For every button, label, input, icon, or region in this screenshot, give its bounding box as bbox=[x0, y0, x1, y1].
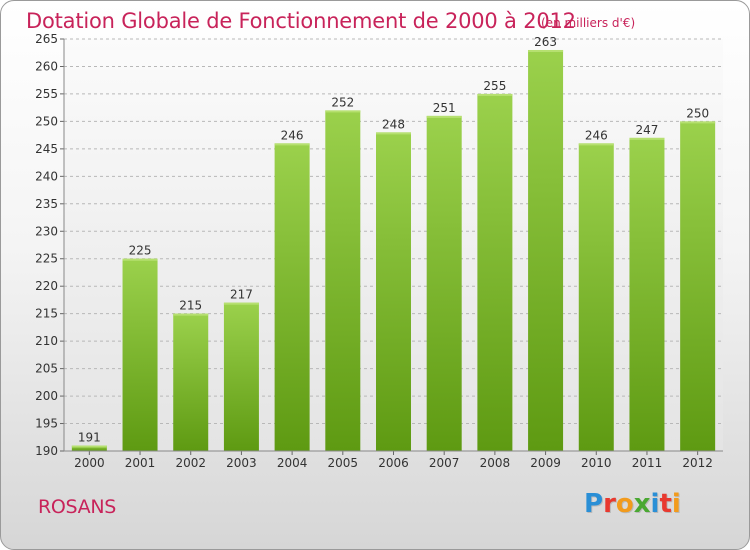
commune-name: ROSANS bbox=[38, 496, 117, 518]
value-label-2007: 251 bbox=[433, 101, 456, 115]
value-label-2009: 263 bbox=[534, 35, 557, 49]
y-tick-label: 200 bbox=[35, 389, 58, 403]
bar-2001 bbox=[122, 258, 158, 451]
y-tick-label: 235 bbox=[35, 197, 58, 211]
x-axis: 2000 2001 2002 2003 2004 2005 2006 2007 2008 2009… bbox=[64, 450, 723, 470]
y-tick-label: 220 bbox=[35, 279, 58, 293]
logo-letter: P bbox=[584, 489, 604, 519]
y-tick-label: 245 bbox=[35, 142, 58, 156]
bars bbox=[71, 49, 716, 452]
bar-2000 bbox=[71, 445, 107, 451]
value-label-2008: 255 bbox=[483, 79, 506, 93]
proxiti-logo[interactable]: Proxiti bbox=[584, 489, 681, 519]
value-label-2003: 217 bbox=[230, 288, 253, 302]
bar-2010 bbox=[578, 143, 614, 451]
x-tick-label-2001: 2001 bbox=[125, 456, 156, 470]
y-tick-label: 225 bbox=[35, 252, 58, 266]
bar-top-highlight bbox=[578, 143, 614, 146]
value-label-2005: 252 bbox=[331, 95, 354, 109]
bar-top-highlight bbox=[426, 115, 462, 118]
value-label-2001: 225 bbox=[129, 244, 152, 258]
x-tick-label-2007: 2007 bbox=[429, 456, 460, 470]
x-tick-label-2002: 2002 bbox=[175, 456, 206, 470]
bar-2011 bbox=[629, 137, 665, 451]
logo-letter: r bbox=[603, 489, 616, 519]
y-tick-label: 260 bbox=[35, 59, 58, 73]
bar-top-highlight bbox=[477, 93, 513, 96]
y-tick-label: 190 bbox=[35, 444, 58, 458]
bar-2005 bbox=[325, 110, 361, 451]
x-tick-label-2000: 2000 bbox=[74, 456, 105, 470]
x-tick-label-2003: 2003 bbox=[226, 456, 257, 470]
y-axis: 190 195 200 205 210 215 220 225 230 235 240 245 250 2… bbox=[35, 32, 65, 458]
bar-2009 bbox=[528, 49, 564, 452]
bar-top-highlight bbox=[223, 302, 259, 305]
x-tick-label-2008: 2008 bbox=[480, 456, 511, 470]
y-tick-label: 210 bbox=[35, 334, 58, 348]
bar-top-highlight bbox=[274, 143, 310, 146]
y-tick-label: 230 bbox=[35, 224, 58, 238]
value-label-2000: 191 bbox=[78, 431, 101, 445]
bar-2004 bbox=[274, 143, 310, 451]
bar-2003 bbox=[223, 302, 259, 451]
value-label-2006: 248 bbox=[382, 117, 405, 131]
y-tick-label: 195 bbox=[35, 417, 58, 431]
logo-letter: t bbox=[659, 489, 672, 519]
x-tick-label-2011: 2011 bbox=[632, 456, 663, 470]
value-label-2012: 250 bbox=[686, 106, 709, 120]
value-label-2011: 247 bbox=[636, 123, 659, 137]
bar-2007 bbox=[426, 115, 462, 451]
bar-top-highlight bbox=[528, 49, 564, 52]
bar-2002 bbox=[173, 313, 209, 451]
chart-subtitle: (en milliers d'€) bbox=[541, 16, 636, 30]
bar-top-highlight bbox=[680, 121, 716, 124]
x-tick-label-2006: 2006 bbox=[378, 456, 409, 470]
logo-letter: i bbox=[650, 489, 660, 519]
x-tick-label-2009: 2009 bbox=[530, 456, 561, 470]
y-tick-label: 255 bbox=[35, 87, 58, 101]
bar-top-highlight bbox=[71, 445, 107, 448]
y-tick-label: 205 bbox=[35, 362, 58, 376]
bar-2006 bbox=[376, 132, 411, 452]
value-label-2004: 246 bbox=[281, 128, 304, 142]
bar-top-highlight bbox=[173, 313, 209, 316]
logo-letter: o bbox=[615, 489, 634, 519]
logo-letter: x bbox=[633, 489, 651, 519]
x-tick-label-2010: 2010 bbox=[581, 456, 612, 470]
chart-title: Dotation Globale de Fonctionnement de 20… bbox=[26, 9, 576, 33]
y-tick-label: 240 bbox=[35, 169, 58, 183]
x-tick-label-2012: 2012 bbox=[682, 456, 713, 470]
bar-top-highlight bbox=[376, 132, 411, 135]
y-tick-label: 215 bbox=[35, 307, 58, 321]
y-tick-label: 265 bbox=[35, 32, 58, 46]
value-labels: 191 225 215 217 246 252 248 251 255 263 246 247 250 bbox=[78, 35, 709, 445]
bar-2012 bbox=[680, 121, 716, 452]
value-label-2010: 246 bbox=[585, 128, 608, 142]
value-label-2002: 215 bbox=[179, 299, 202, 313]
logo-letter: i bbox=[671, 489, 681, 519]
bar-top-highlight bbox=[325, 110, 361, 113]
bar-2008 bbox=[477, 93, 513, 451]
x-tick-label-2004: 2004 bbox=[277, 456, 308, 470]
bar-top-highlight bbox=[629, 137, 665, 140]
bar-top-highlight bbox=[122, 258, 158, 261]
x-tick-label-2005: 2005 bbox=[328, 456, 359, 470]
y-tick-label: 250 bbox=[35, 114, 58, 128]
